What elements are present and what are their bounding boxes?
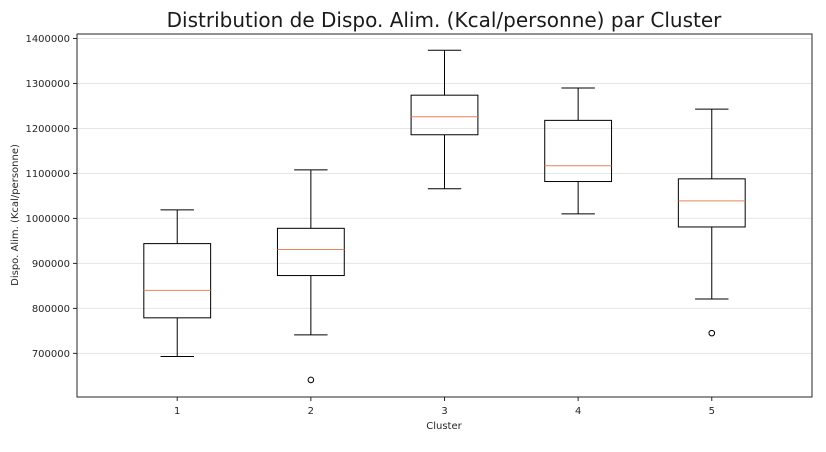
y-tick-label: 800000 <box>32 304 70 315</box>
chart-title: Distribution de Dispo. Alim. (Kcal/perso… <box>167 8 723 32</box>
y-tick-label: 1300000 <box>25 79 70 90</box>
box-series <box>143 49 746 384</box>
y-tick-label: 1400000 <box>25 34 70 45</box>
x-tick-label: 4 <box>575 406 581 417</box>
iqr-box <box>276 227 345 277</box>
iqr-box <box>143 243 212 319</box>
iqr-box <box>677 178 746 228</box>
x-axis-label: Cluster <box>426 421 462 432</box>
box-cluster-3 <box>410 49 479 190</box>
y-tick-label: 700000 <box>32 349 70 360</box>
x-axis-ticks: 1 2 3 4 5 <box>174 397 715 417</box>
outlier-point <box>708 329 716 337</box>
box-cluster-5 <box>677 108 746 337</box>
x-tick-label: 5 <box>709 406 715 417</box>
box-cluster-1 <box>143 209 212 358</box>
iqr-box <box>410 94 479 136</box>
y-tick-label: 1100000 <box>25 169 70 180</box>
outlier-point <box>307 376 315 384</box>
y-tick-label: 1000000 <box>25 214 70 225</box>
x-tick-label: 3 <box>441 406 447 417</box>
x-tick-label: 1 <box>174 406 180 417</box>
box-cluster-2 <box>276 169 345 384</box>
y-axis-label: Dispo. Alim. (Kcal/personne) <box>10 144 21 286</box>
iqr-box <box>544 119 613 183</box>
box-cluster-4 <box>544 87 613 215</box>
y-axis-ticks: 700000 800000 900000 1000000 1100000 1200000 1… <box>25 34 77 360</box>
y-tick-label: 900000 <box>32 259 70 270</box>
y-tick-label: 1200000 <box>25 124 70 135</box>
x-tick-label: 2 <box>308 406 314 417</box>
